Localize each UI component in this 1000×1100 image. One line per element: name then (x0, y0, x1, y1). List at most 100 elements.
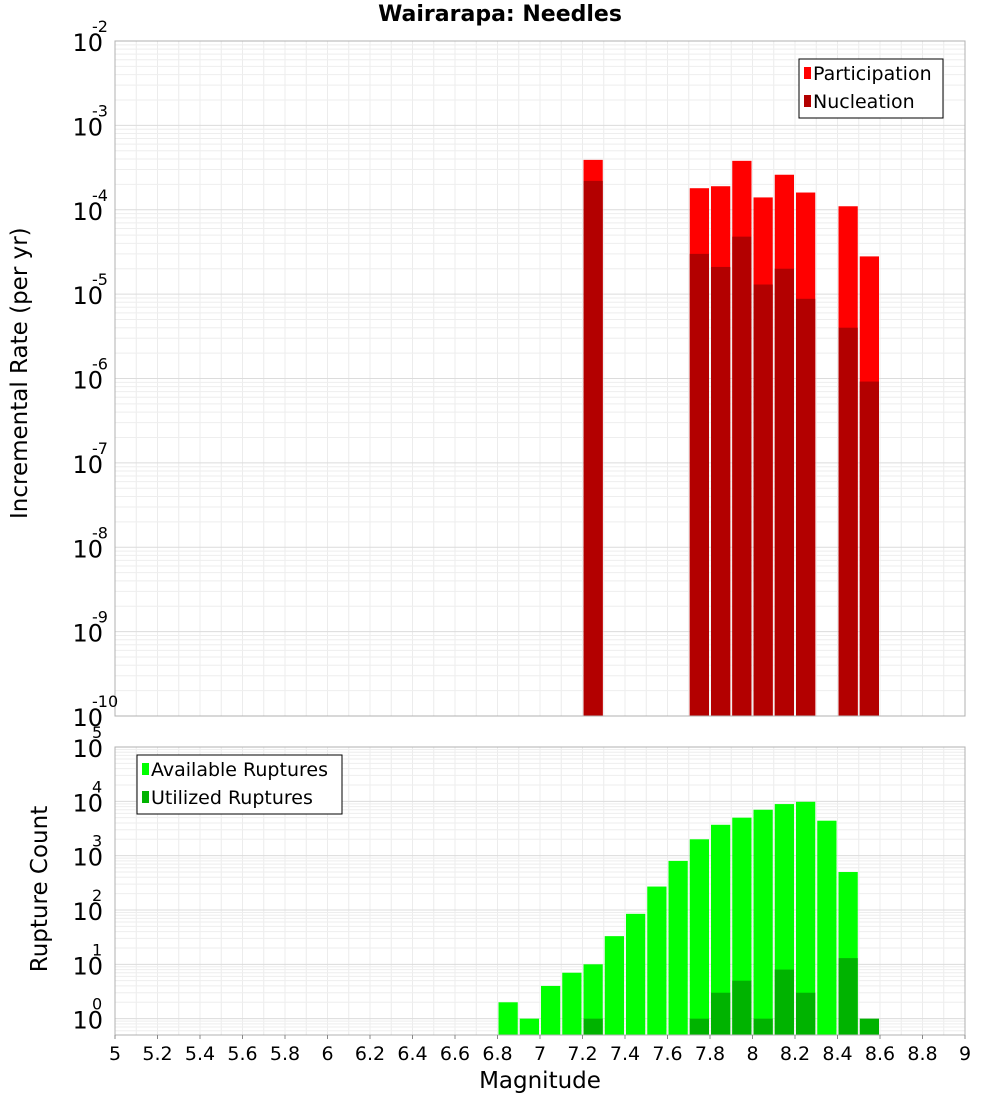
chart-title: Wairarapa: Needles (378, 2, 622, 27)
bar-available-ruptures (668, 860, 688, 1035)
bar-available-ruptures (583, 964, 603, 1035)
bar-available-ruptures (519, 1018, 539, 1035)
legend-label: Available Ruptures (151, 759, 328, 781)
x-tick-label: 9 (959, 1043, 971, 1065)
y-tick-label: 10 (72, 898, 103, 926)
y-tick-label: 10 (72, 113, 103, 141)
x-tick-label: 7.2 (567, 1043, 597, 1065)
bar-utilized-ruptures (583, 1018, 603, 1035)
bar-utilized-ruptures (838, 958, 858, 1035)
y-tick-label: 10 (72, 704, 103, 732)
bar-available-ruptures (817, 820, 837, 1035)
bar-available-ruptures (732, 817, 752, 1035)
x-tick-label: 5.8 (270, 1043, 300, 1065)
x-tick-label: 6.4 (397, 1043, 427, 1065)
x-tick-label: 7.4 (610, 1043, 640, 1065)
x-tick-label: 8.4 (822, 1043, 852, 1065)
legend-box (798, 58, 944, 119)
y-tick-label: 10 (72, 367, 103, 395)
y-tick-exponent: -6 (92, 355, 108, 374)
y-tick-label: 10 (72, 451, 103, 479)
y-tick-label: 10 (72, 735, 103, 763)
x-tick-label: 6.6 (440, 1043, 470, 1065)
bar-available-ruptures (689, 839, 709, 1035)
x-axis-label: Magnitude (479, 1068, 601, 1094)
y-tick-exponent: 2 (92, 886, 102, 905)
legend-swatch (804, 95, 811, 107)
legend-top: Participation Nucleation (798, 58, 944, 119)
bar-nucleation (796, 298, 816, 716)
x-tick-label: 6 (321, 1043, 333, 1065)
y-tick-exponent: -2 (92, 17, 108, 36)
y-tick-exponent: 4 (92, 777, 102, 796)
x-tick-label: 5.2 (142, 1043, 172, 1065)
x-tick-label: 8 (746, 1043, 758, 1065)
x-tick-label: 5 (109, 1043, 121, 1065)
y-tick-exponent: -9 (92, 608, 108, 627)
bar-nucleation (859, 381, 879, 716)
bar-utilized-ruptures (859, 1018, 879, 1035)
bar-nucleation (753, 284, 773, 716)
y-tick-label: 10 (72, 844, 103, 872)
y-tick-exponent: -8 (92, 523, 108, 542)
y-tick-label: 10 (72, 620, 103, 648)
bar-available-ruptures (562, 972, 582, 1035)
x-tick-label: 7 (534, 1043, 546, 1065)
bar-nucleation (838, 327, 858, 716)
legend-swatch (142, 763, 149, 775)
bar-utilized-ruptures (796, 992, 816, 1035)
y-tick-label: 10 (72, 789, 103, 817)
y-tick-label: 10 (72, 952, 103, 980)
bar-utilized-ruptures (689, 1018, 709, 1035)
y-tick-exponent: 1 (92, 940, 102, 959)
x-tick-label: 7.6 (652, 1043, 682, 1065)
bar-available-ruptures (796, 801, 816, 1035)
bar-utilized-ruptures (711, 992, 731, 1035)
y-tick-label: 10 (72, 198, 103, 226)
legend-label: Nucleation (813, 91, 915, 113)
legend-swatch (804, 67, 811, 79)
bar-nucleation (689, 253, 709, 716)
x-tick-label: 5.4 (185, 1043, 215, 1065)
legend-bottom: Available Ruptures Utilized Ruptures (136, 754, 343, 815)
bar-available-ruptures (626, 913, 646, 1035)
bar-nucleation (583, 180, 603, 716)
bar-utilized-ruptures (753, 1018, 773, 1035)
bar-nucleation (774, 268, 794, 716)
legend-box (136, 754, 343, 815)
y-tick-exponent: -10 (92, 692, 118, 711)
x-tick-label: 5.6 (227, 1043, 257, 1065)
y-tick-label: 10 (72, 1007, 103, 1035)
x-tick-label: 6.8 (482, 1043, 512, 1065)
x-tick-label: 8.6 (865, 1043, 895, 1065)
x-tick-label: 7.8 (695, 1043, 725, 1065)
bar-available-ruptures (711, 824, 731, 1035)
y-tick-exponent: 0 (92, 995, 102, 1014)
panel-top: 10-1010-910-810-710-610-510-410-310-2Par… (72, 17, 966, 732)
y-tick-label: 10 (72, 535, 103, 563)
bar-nucleation (711, 266, 731, 716)
legend-label: Participation (813, 63, 932, 85)
y-tick-label: 10 (72, 282, 103, 310)
legend-swatch (142, 791, 149, 803)
y-tick-exponent: 3 (92, 832, 102, 851)
x-tick-label: 8.8 (907, 1043, 937, 1065)
y-tick-exponent: -7 (92, 439, 108, 458)
y-tick-exponent: -4 (92, 186, 108, 205)
y-tick-label: 10 (72, 29, 103, 57)
plot-frame-top (114, 40, 966, 717)
bar-available-ruptures (604, 936, 624, 1035)
bar-available-ruptures (498, 1002, 518, 1035)
y-tick-exponent: -5 (92, 270, 108, 289)
bar-available-ruptures (541, 985, 561, 1035)
bar-nucleation (732, 236, 752, 716)
y-tick-exponent: 5 (92, 723, 102, 742)
legend-label: Utilized Ruptures (151, 787, 313, 809)
x-tick-label: 6.2 (355, 1043, 385, 1065)
bar-available-ruptures (647, 886, 667, 1035)
bar-utilized-ruptures (774, 969, 794, 1035)
x-tick-label: 8.2 (780, 1043, 810, 1065)
bar-utilized-ruptures (732, 980, 752, 1035)
